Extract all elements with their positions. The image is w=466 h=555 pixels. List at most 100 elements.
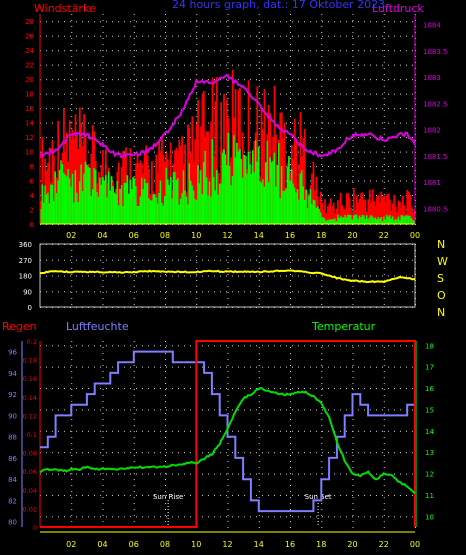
grid-dot <box>352 14 354 15</box>
grid-dot <box>352 353 354 354</box>
grid-dot <box>130 516 131 518</box>
grid-dot <box>102 509 104 510</box>
grid-dot <box>106 275 107 277</box>
wind-speed-bar <box>383 195 386 224</box>
wind-gust-bar <box>166 179 169 224</box>
grid-dot <box>58 452 59 454</box>
wind-tick-label: 10 <box>25 149 34 157</box>
grid-dot <box>71 268 73 269</box>
grid-dot <box>256 50 257 52</box>
grid-dot <box>383 92 385 93</box>
grid-dot <box>94 93 95 95</box>
grid-dot <box>102 503 104 504</box>
grid-dot <box>290 365 291 366</box>
grid-dot <box>321 244 323 245</box>
wind-tick-label: 6 <box>30 178 35 186</box>
grid-dot <box>40 259 41 261</box>
grid-dot <box>226 516 227 518</box>
grid-dot <box>383 292 385 293</box>
grid-dot <box>71 292 73 293</box>
grid-dot <box>310 244 311 245</box>
grid-dot <box>290 56 291 57</box>
grid-dot <box>178 473 179 475</box>
grid-dot <box>148 494 149 496</box>
wind-speed-bar <box>90 154 93 224</box>
grid-dot <box>352 259 353 261</box>
grid-dot <box>412 366 413 368</box>
wind-speed-bar <box>164 161 166 224</box>
grid-dot <box>358 388 359 390</box>
grid-dot <box>82 108 83 110</box>
grid-dot <box>136 93 137 95</box>
grid-dot <box>196 280 198 281</box>
grid-dot <box>88 21 89 23</box>
grid-dot <box>148 244 149 245</box>
grid-dot <box>352 79 353 81</box>
grid-dot <box>118 345 119 347</box>
grid-dot <box>133 256 135 257</box>
grid-dot <box>258 353 260 354</box>
grid-dot <box>316 244 317 245</box>
wind-gust-bar <box>84 161 87 224</box>
grid-dot <box>112 345 113 347</box>
grid-dot <box>376 50 377 52</box>
grid-dot <box>406 275 407 277</box>
grid-dot <box>412 452 413 454</box>
grid-dot <box>415 244 416 245</box>
grid-dot <box>322 64 323 66</box>
grid-dot <box>214 79 215 81</box>
grid-dot <box>340 151 341 153</box>
grid-dot <box>102 467 104 468</box>
grid-dot <box>415 262 416 263</box>
grid-dot <box>268 35 269 37</box>
grid-dot <box>165 26 166 27</box>
wind-speed-bar <box>74 114 77 224</box>
grid-dot <box>310 259 311 261</box>
grid-dot <box>46 516 47 518</box>
grid-dot <box>88 64 89 66</box>
grid-dot <box>400 430 401 432</box>
grid-dot <box>82 122 83 124</box>
grid-dot <box>328 35 329 37</box>
grid-dot <box>71 479 73 480</box>
grid-dot <box>258 347 260 348</box>
grid-dot <box>232 275 233 277</box>
wind-tick-label: 12 <box>25 134 34 142</box>
wind-speed-bar <box>148 169 150 224</box>
grid-dot <box>290 92 291 93</box>
grid-dot <box>298 291 299 293</box>
grid-dot <box>232 388 233 390</box>
wind-gust-bar <box>202 162 205 224</box>
grid-dot <box>133 74 135 75</box>
grid-dot <box>310 122 311 124</box>
grid-dot <box>70 21 71 23</box>
wind-gust-bar <box>334 218 336 224</box>
grid-dot <box>214 108 215 110</box>
grid-dot <box>412 64 413 66</box>
grid-dot <box>64 430 65 432</box>
grid-dot <box>70 64 71 66</box>
wind-gust-bar <box>152 194 155 224</box>
grid-dot <box>298 35 299 37</box>
grid-dot <box>298 494 299 496</box>
wind-speed-bar <box>76 133 78 224</box>
grid-dot <box>370 180 371 182</box>
grid-dot <box>383 256 385 257</box>
wind-gust-bar <box>113 192 116 224</box>
grid-dot <box>94 307 95 308</box>
pressure-tick-label: 1082 <box>423 127 441 135</box>
grid-dot <box>102 515 104 516</box>
grid-dot <box>196 21 197 23</box>
grid-dot <box>286 122 287 124</box>
grid-dot <box>64 516 65 518</box>
grid-dot <box>383 491 385 492</box>
grid-dot <box>178 366 179 368</box>
temperature-tick-label: 17 <box>425 364 434 372</box>
grid-dot <box>383 182 385 183</box>
grid-dot <box>358 195 359 197</box>
grid-dot <box>274 259 275 261</box>
grid-dot <box>208 307 209 308</box>
grid-dot <box>304 291 305 293</box>
compass-label: N <box>437 306 445 319</box>
wind-gust-bar <box>60 160 62 224</box>
